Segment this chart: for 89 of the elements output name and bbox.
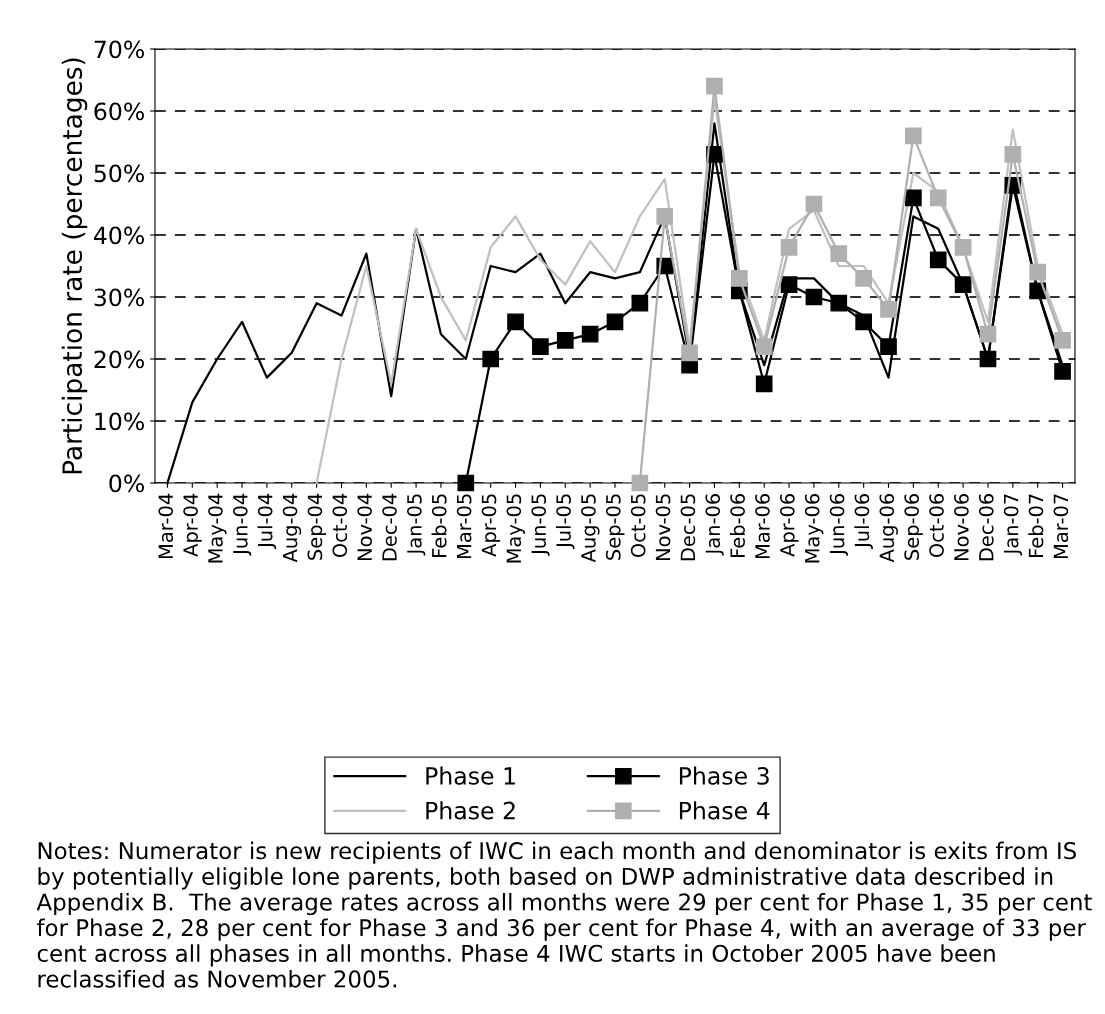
x-tick-label: Sep-05 (605, 494, 625, 560)
x-tick-label: Jun-04 (232, 493, 252, 556)
x-tick-label: Apr-04 (183, 493, 202, 557)
x-tick-label: Apr-05 (481, 494, 501, 557)
y-tick-label: 50% (94, 164, 144, 183)
point (880, 301, 897, 318)
point (606, 313, 624, 331)
legend-label: Phase 4 (679, 801, 770, 820)
x-tick-label: Feb-06 (729, 493, 745, 557)
x-tick-label: Oct-06 (929, 493, 944, 558)
x-tick-label: Oct-04 (332, 493, 348, 558)
x-tick-label: Feb-07 (1028, 494, 1044, 557)
point (1054, 363, 1071, 380)
point (979, 350, 997, 368)
x-tick-label: Mar-06 (755, 493, 770, 559)
point (905, 189, 922, 207)
point (507, 313, 524, 331)
x-tick-label: Jan-06 (705, 493, 724, 556)
x-tick-label: May-05 (506, 494, 525, 563)
legend-label: Phase 3 (679, 766, 769, 785)
x-tick-label: Nov-04 (357, 493, 372, 561)
point (755, 375, 773, 393)
x-tick-label: Mar-05 (456, 494, 472, 559)
x-tick-label: Jul-05 (555, 494, 575, 549)
point (581, 325, 599, 343)
y-tick-label: 0% (109, 474, 144, 493)
y-tick-label: 60% (94, 102, 144, 121)
x-tick-label: Aug-05 (581, 494, 600, 563)
x-tick-label: Feb-05 (431, 494, 447, 557)
y-tick-label: 20% (94, 350, 144, 369)
point (457, 474, 475, 492)
x-tick-label: Mar-07 (1053, 494, 1069, 559)
x-tick-label: May-06 (804, 493, 824, 563)
point (755, 338, 773, 355)
point (1004, 146, 1022, 163)
x-tick-label: Jul-06 (854, 493, 873, 549)
point (556, 332, 574, 349)
x-tick-label: Sep-04 (307, 493, 327, 560)
x-tick-label: Dec-06 (978, 493, 994, 561)
x-tick-label: Jun-06 (829, 493, 849, 556)
point (954, 276, 972, 293)
text: Notes: Numerator is new recipients of IWC in each month and denominator is exits from IS by potentially eligible lone parents, both based on DWP administrative data described in Appendix B. The average rates across all months were 29 per cent for Phase 1, 35 per cent for Phase 2, 28 per cent for Phase 3 and 36 per cent for Phase 4, with an average of 33 per cent across all phases in all months. Phase 4 IWC starts in October 2005 have been reclassified as November 2005. (36, 841, 1092, 988)
x-tick-label: Nov-05 (655, 494, 671, 561)
x-tick-label: Apr-06 (779, 493, 799, 557)
point (656, 208, 674, 225)
point (482, 350, 500, 368)
x-tick-label: Mar-04 (158, 493, 174, 559)
x-tick-label: Aug-06 (879, 493, 898, 563)
point (830, 245, 848, 262)
point (979, 325, 997, 343)
point (855, 270, 872, 287)
legend-label: Phase 1 (426, 766, 515, 785)
x-tick-label: Jul-04 (257, 493, 277, 549)
point (631, 474, 649, 492)
point (830, 294, 848, 312)
point (1054, 332, 1071, 349)
x-tick-label: Nov-06 (954, 493, 969, 561)
point (855, 313, 872, 331)
point (905, 127, 922, 145)
x-tick-label: May-04 (208, 493, 227, 563)
legend-label: Phase 2 (426, 801, 515, 820)
y-tick-label: 70% (94, 40, 144, 59)
point (730, 270, 748, 287)
point (706, 77, 723, 95)
y-axis-title: Participation rate (percentages) (61, 58, 88, 474)
point (681, 344, 698, 362)
point (880, 338, 897, 355)
x-tick-label: Jan-07 (1003, 494, 1023, 556)
point (1029, 282, 1047, 300)
point (532, 338, 549, 355)
x-tick-label: Dec-04 (382, 493, 397, 561)
x-tick-label: Aug-04 (282, 493, 302, 563)
point (929, 189, 947, 207)
point (805, 288, 823, 306)
point (780, 239, 798, 256)
x-tick-label: Sep-06 (904, 493, 923, 560)
point (780, 276, 798, 293)
point (805, 195, 823, 213)
y-tick-label: 10% (95, 412, 144, 431)
point (954, 239, 972, 256)
point (631, 294, 649, 312)
x-tick-label: Jan-05 (407, 494, 426, 556)
x-tick-label: Dec-05 (680, 494, 696, 561)
point (1029, 263, 1047, 281)
x-tick-label: Jun-05 (531, 494, 550, 556)
x-tick-label: Oct-05 (630, 494, 646, 558)
point (929, 251, 947, 269)
y-tick-label: 40% (93, 226, 144, 245)
y-tick-label: 30% (94, 288, 144, 307)
